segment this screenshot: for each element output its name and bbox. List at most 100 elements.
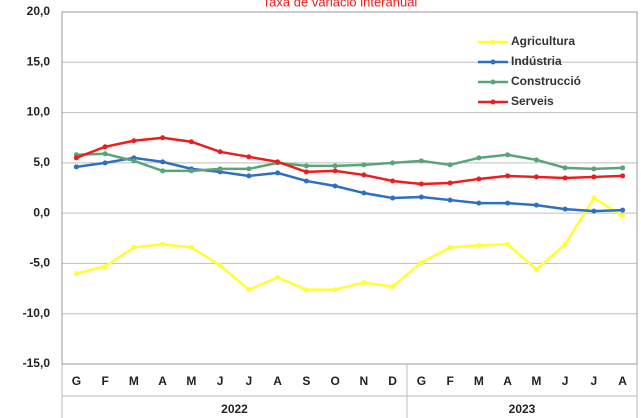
point <box>131 158 137 164</box>
legend-marker <box>490 59 496 65</box>
point <box>73 270 79 276</box>
point <box>476 242 482 248</box>
point <box>131 244 137 250</box>
x-tick-label: M <box>474 374 484 388</box>
point <box>591 208 597 214</box>
point <box>361 280 367 286</box>
point <box>620 165 626 171</box>
y-tick-label: 5,0 <box>33 155 50 169</box>
x-tick-label: J <box>217 374 224 388</box>
point <box>102 151 108 157</box>
point <box>562 175 568 181</box>
point <box>303 178 309 184</box>
point <box>390 178 396 184</box>
group-label: 2023 <box>509 402 536 416</box>
point <box>361 162 367 168</box>
x-tick-label: A <box>503 374 512 388</box>
point <box>303 169 309 175</box>
point <box>188 168 194 174</box>
x-tick-label: N <box>360 374 369 388</box>
point <box>418 181 424 187</box>
plot-frame <box>61 11 638 365</box>
y-tick-label: 15,0 <box>27 54 51 68</box>
x-tick-label: M <box>129 374 139 388</box>
point <box>533 202 539 208</box>
point <box>591 166 597 172</box>
point <box>332 163 338 169</box>
point <box>361 172 367 178</box>
series-line <box>76 152 623 173</box>
point <box>275 159 281 165</box>
point <box>303 287 309 293</box>
point <box>505 152 511 158</box>
point <box>361 190 367 196</box>
point <box>217 166 223 172</box>
point <box>217 262 223 268</box>
y-tick-label: 20,0 <box>27 4 51 18</box>
x-tick-label: A <box>273 374 282 388</box>
legend-marker <box>490 39 496 45</box>
point <box>620 213 626 219</box>
point <box>188 244 194 250</box>
point <box>505 200 511 206</box>
point <box>131 138 137 144</box>
point <box>447 244 453 250</box>
point <box>505 241 511 247</box>
point <box>476 155 482 161</box>
x-tick-label: J <box>246 374 253 388</box>
y-tick-label: -5,0 <box>29 256 50 270</box>
x-tick-label: D <box>388 374 397 388</box>
legend-marker <box>490 99 496 105</box>
point <box>217 149 223 155</box>
point <box>390 195 396 201</box>
point <box>73 155 79 161</box>
point <box>332 183 338 189</box>
point <box>476 200 482 206</box>
point <box>505 173 511 179</box>
legend-label: Indústria <box>511 54 562 68</box>
point <box>476 176 482 182</box>
x-tick-label: A <box>158 374 167 388</box>
point <box>160 241 166 247</box>
point <box>562 206 568 212</box>
x-tick-label: A <box>618 374 627 388</box>
x-tick-label: O <box>330 374 339 388</box>
point <box>447 180 453 186</box>
point <box>390 284 396 290</box>
x-tick-label: F <box>446 374 453 388</box>
point <box>275 275 281 281</box>
point <box>533 266 539 272</box>
point <box>447 162 453 168</box>
x-tick-label: M <box>186 374 196 388</box>
point <box>246 166 252 172</box>
x-tick-label: G <box>417 374 426 388</box>
point <box>332 287 338 293</box>
point <box>160 168 166 174</box>
point <box>102 160 108 166</box>
point <box>246 173 252 179</box>
legend-marker <box>490 79 496 85</box>
point <box>620 173 626 179</box>
point <box>188 139 194 145</box>
y-tick-label: -10,0 <box>23 306 51 320</box>
point <box>447 197 453 203</box>
point <box>533 157 539 163</box>
y-tick-label: 10,0 <box>27 105 51 119</box>
legend-label: Construcció <box>511 74 581 88</box>
point <box>303 163 309 169</box>
point <box>246 287 252 293</box>
legend-label: Serveis <box>511 94 554 108</box>
x-tick-label: G <box>72 374 81 388</box>
x-tick-label: F <box>101 374 108 388</box>
legend-label: Agricultura <box>511 34 575 48</box>
point <box>418 158 424 164</box>
series-line <box>76 156 623 213</box>
y-tick-label: -15,0 <box>23 356 51 370</box>
point <box>418 194 424 200</box>
x-tick-label: J <box>562 374 569 388</box>
point <box>102 263 108 269</box>
y-tick-label: 0,0 <box>33 205 50 219</box>
point <box>591 174 597 180</box>
point <box>620 207 626 213</box>
x-tick-label: M <box>531 374 541 388</box>
